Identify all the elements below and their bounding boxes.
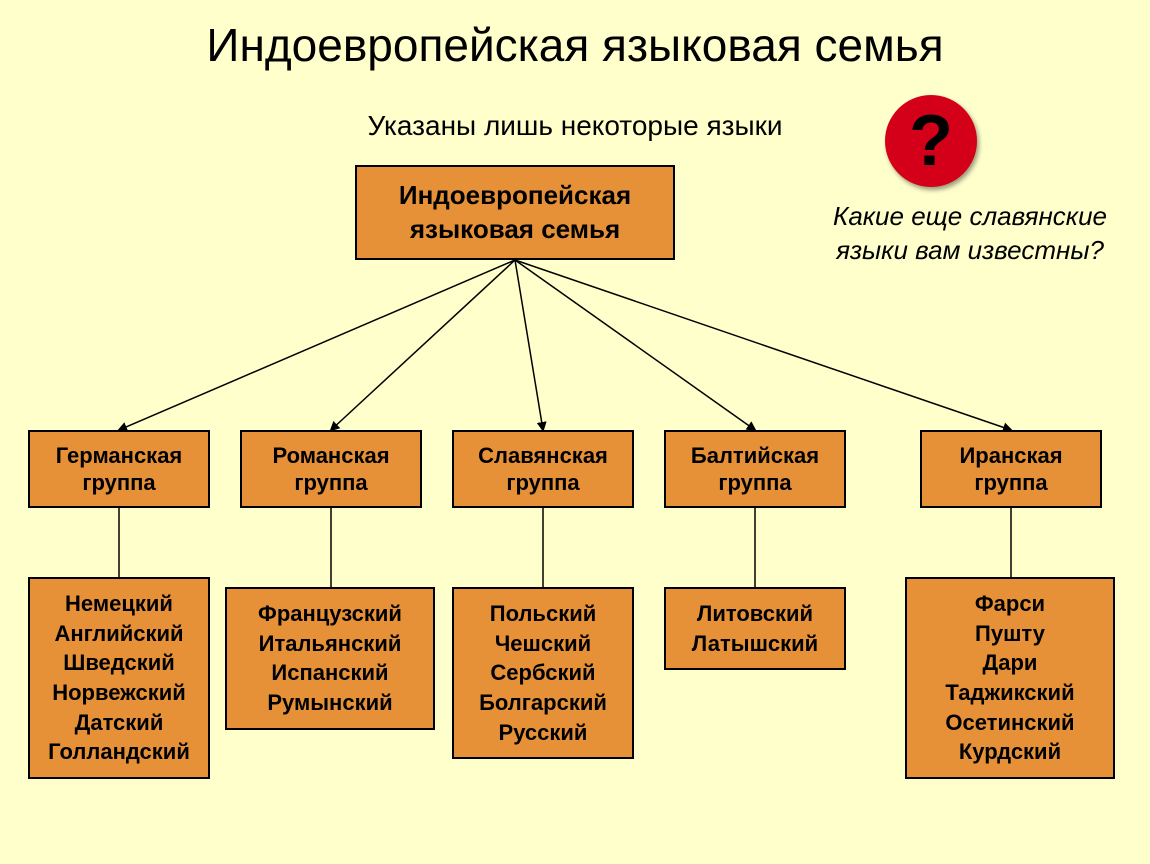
group-node: Романская группа bbox=[240, 430, 422, 508]
question-mark-icon: ? bbox=[885, 95, 977, 187]
question-text: Какие еще славянские языки вам известны? bbox=[810, 200, 1130, 268]
page-subtitle: Указаны лишь некоторые языки bbox=[0, 110, 1150, 142]
languages-node: ЛитовскийЛатышский bbox=[664, 587, 846, 670]
group-node: Славянская группа bbox=[452, 430, 634, 508]
languages-node: ФарсиПуштуДариТаджикскийОсетинскийКурдск… bbox=[905, 577, 1115, 779]
group-node: Германская группа bbox=[28, 430, 210, 508]
group-node: Иранская группа bbox=[920, 430, 1102, 508]
languages-node: ФранцузскийИтальянскийИспанскийРумынский bbox=[225, 587, 435, 730]
languages-node: НемецкийАнглийскийШведскийНорвежскийДатс… bbox=[28, 577, 210, 779]
group-node: Балтийская группа bbox=[664, 430, 846, 508]
languages-node: ПольскийЧешскийСербскийБолгарскийРусский bbox=[452, 587, 634, 759]
root-node: Индоевропейская языковая семья bbox=[355, 165, 675, 260]
page-title: Индоевропейская языковая семья bbox=[0, 18, 1150, 72]
